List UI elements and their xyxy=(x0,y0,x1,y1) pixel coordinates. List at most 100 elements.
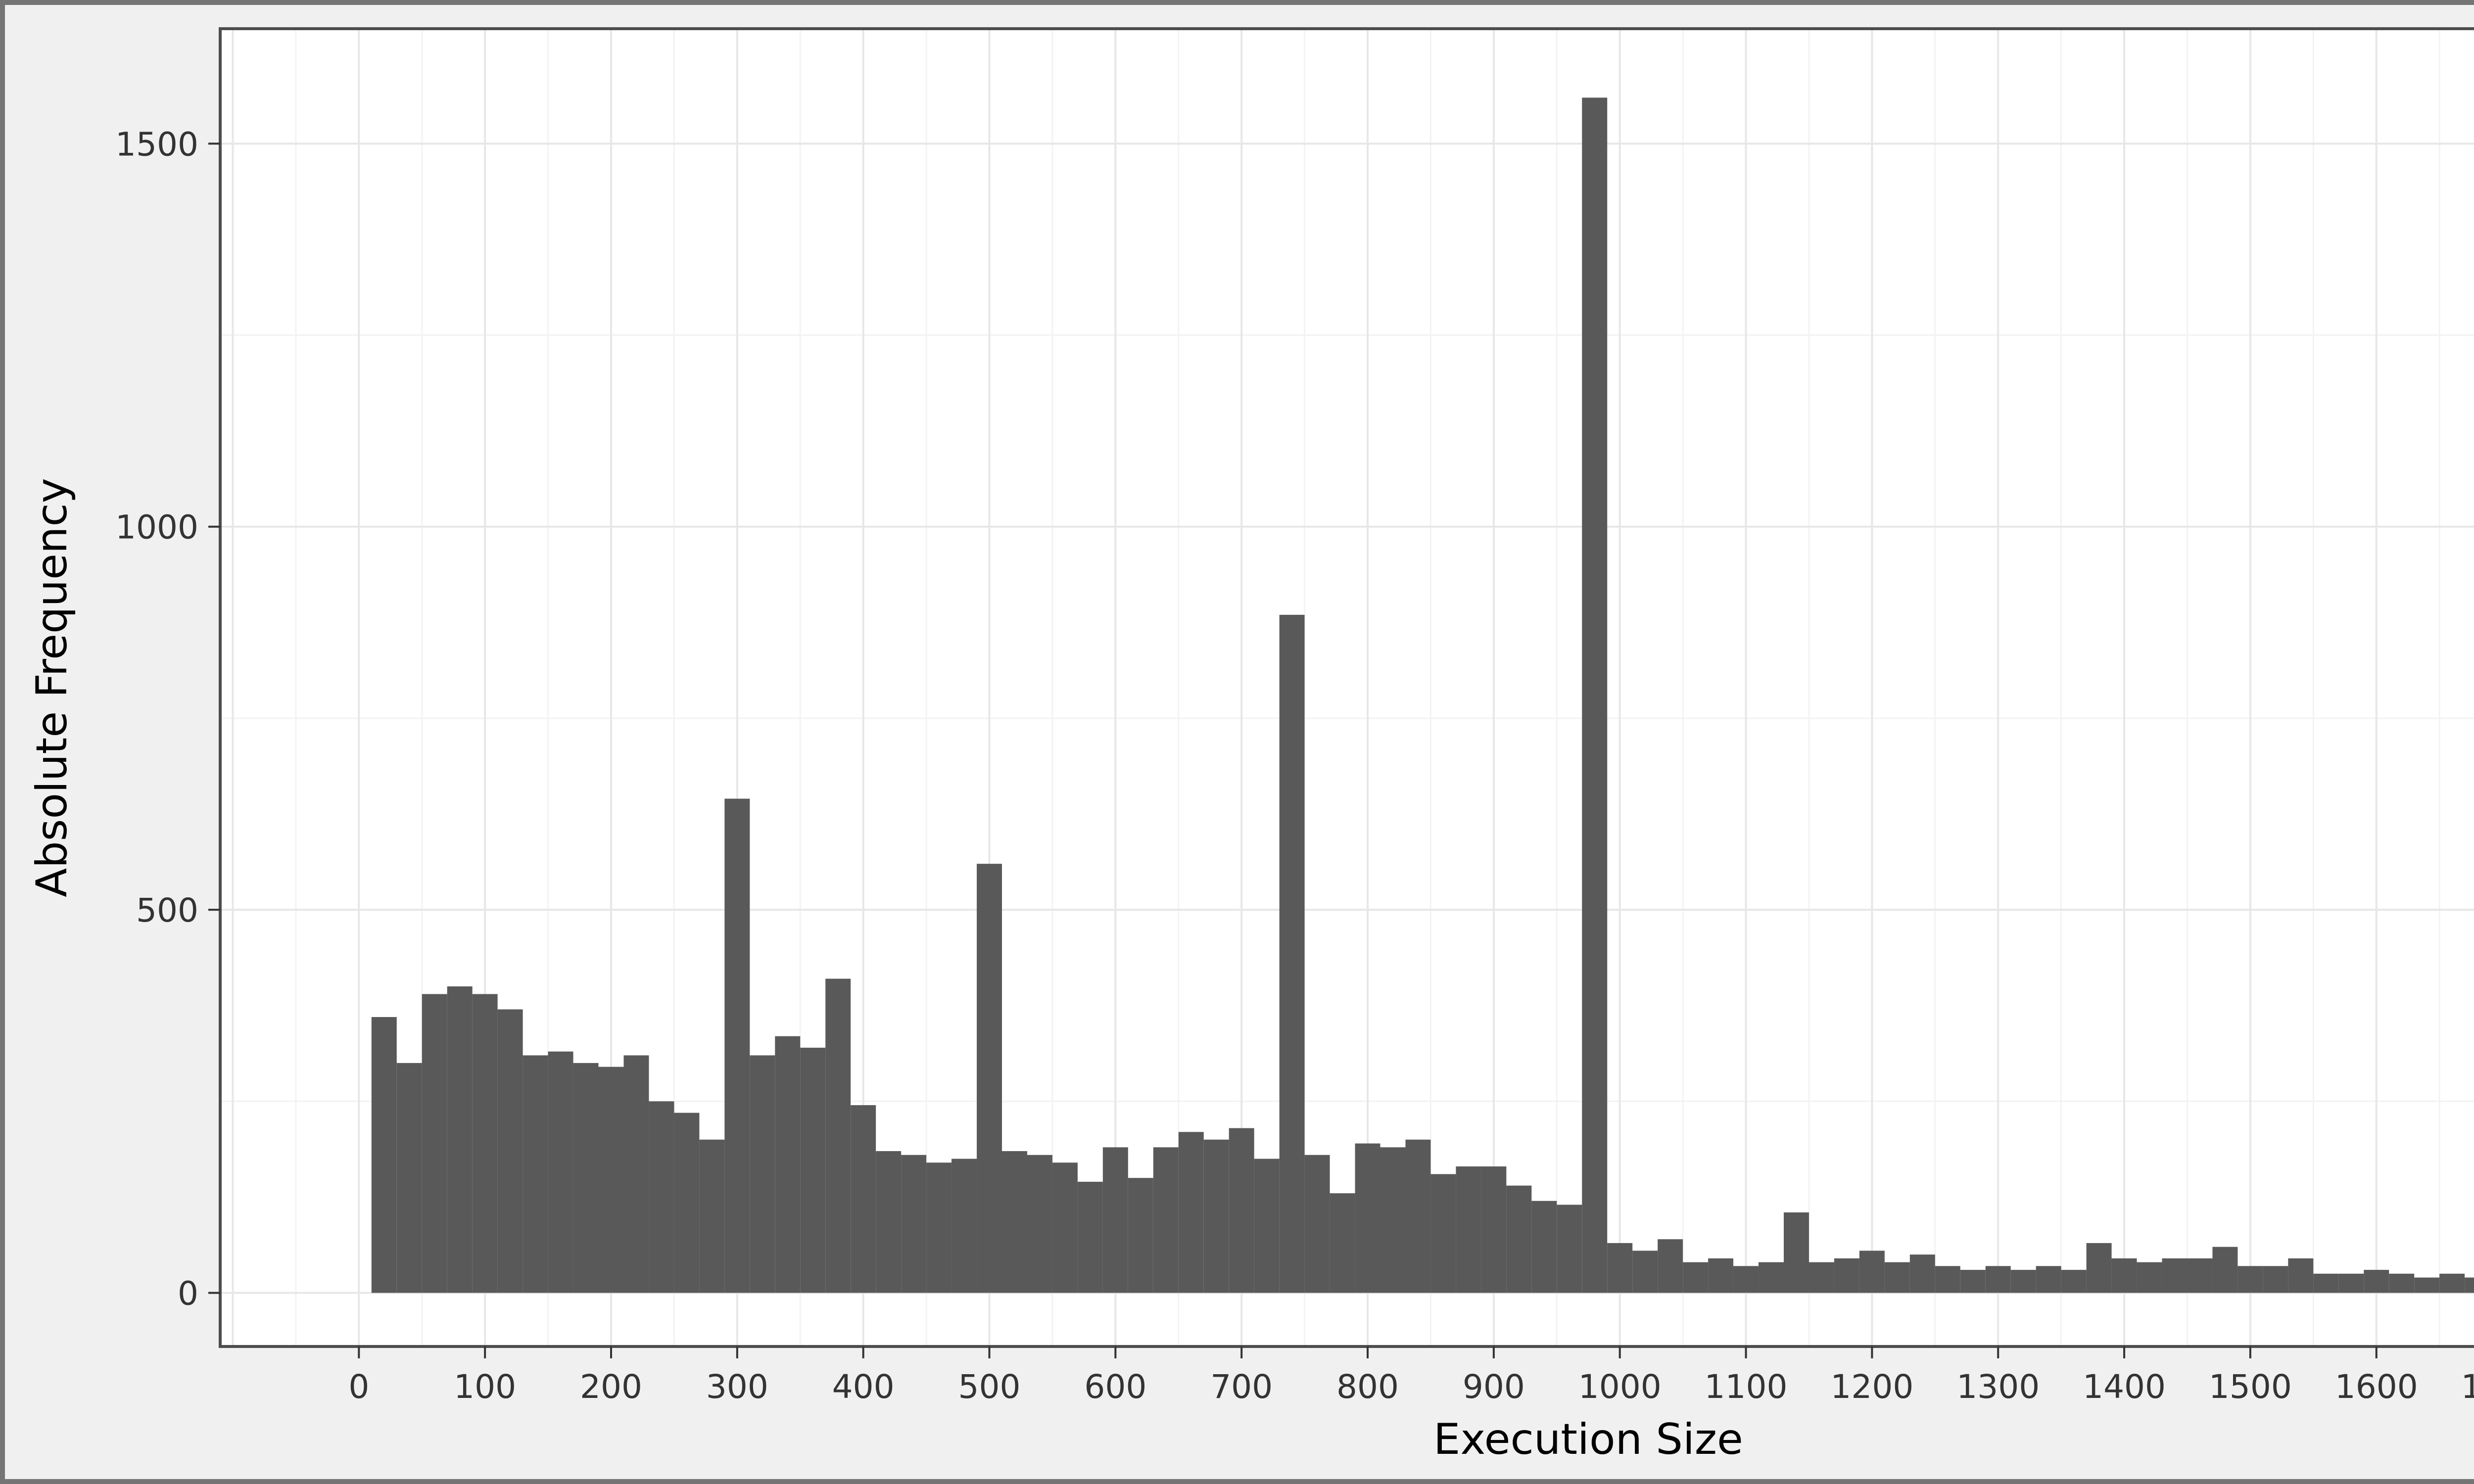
histogram-bar xyxy=(598,1067,624,1293)
histogram-bar xyxy=(1859,1251,1885,1293)
histogram-bar xyxy=(952,1159,977,1293)
x-tick-label: 1000 xyxy=(1578,1368,1662,1406)
x-tick-label: 500 xyxy=(958,1368,1021,1406)
histogram-bar xyxy=(1506,1185,1532,1293)
x-tick-label: 1300 xyxy=(1956,1368,2040,1406)
histogram-bar xyxy=(2414,1277,2440,1293)
histogram-bar xyxy=(977,864,1002,1293)
histogram-bar xyxy=(2263,1266,2288,1293)
histogram-bar xyxy=(2061,1270,2087,1293)
x-tick-label: 1500 xyxy=(2209,1368,2292,1406)
y-tick-label: 1500 xyxy=(115,125,198,163)
histogram-bar xyxy=(724,798,750,1293)
histogram-bar xyxy=(1985,1266,2011,1293)
histogram-bar xyxy=(1077,1182,1103,1293)
x-tick-label: 1700 xyxy=(2461,1368,2474,1406)
histogram-bar xyxy=(1380,1147,1406,1293)
histogram-bar xyxy=(775,1036,801,1293)
histogram-bar xyxy=(1733,1266,1759,1293)
histogram-bar xyxy=(1481,1166,1507,1293)
histogram-bar xyxy=(1759,1262,1784,1293)
histogram-bar xyxy=(1935,1266,1960,1293)
histogram-bar xyxy=(876,1151,902,1293)
x-tick-label: 800 xyxy=(1336,1368,1399,1406)
histogram-bar xyxy=(573,1063,599,1293)
histogram-bar xyxy=(699,1139,725,1293)
histogram-bar xyxy=(2313,1273,2339,1293)
histogram-bar xyxy=(1128,1178,1153,1293)
histogram-bar xyxy=(1658,1239,1683,1293)
x-tick-label: 300 xyxy=(706,1368,768,1406)
x-tick-label: 700 xyxy=(1210,1368,1273,1406)
histogram-bar xyxy=(2111,1258,2137,1293)
histogram-bar xyxy=(1808,1262,1834,1293)
histogram-bar xyxy=(1557,1205,1582,1293)
histogram-bar xyxy=(1456,1166,1481,1293)
y-axis-title: Absolute Frequency xyxy=(27,478,77,897)
histogram-bar xyxy=(1708,1258,1734,1293)
histogram-bar xyxy=(1683,1262,1709,1293)
histogram-bar xyxy=(1607,1243,1633,1293)
histogram-bar xyxy=(1153,1147,1179,1293)
histogram-bar xyxy=(523,1055,548,1293)
x-tick-label: 1600 xyxy=(2335,1368,2418,1406)
histogram-bar xyxy=(901,1155,927,1293)
histogram-bar xyxy=(447,986,473,1293)
histogram-bar xyxy=(1430,1174,1456,1293)
histogram-bar xyxy=(2187,1258,2213,1293)
histogram-bar xyxy=(1254,1159,1280,1293)
histogram-bar xyxy=(2338,1273,2364,1293)
histogram-bar xyxy=(1632,1251,1658,1293)
histogram-bar xyxy=(1178,1132,1204,1293)
histogram-bar xyxy=(1002,1151,1027,1293)
x-tick-label: 0 xyxy=(348,1368,369,1406)
histogram-bar xyxy=(1052,1162,1078,1293)
histogram-bar xyxy=(1027,1155,1052,1293)
histogram-bar xyxy=(750,1055,775,1293)
y-tick-label: 1000 xyxy=(115,509,198,547)
x-tick-label: 400 xyxy=(832,1368,895,1406)
histogram-bar xyxy=(1405,1139,1431,1293)
y-tick-label: 500 xyxy=(136,891,198,929)
histogram-bar xyxy=(2288,1258,2314,1293)
histogram-bar xyxy=(2010,1270,2036,1293)
histogram-bar xyxy=(1330,1193,1355,1293)
histogram-bar xyxy=(2237,1266,2263,1293)
histogram-bar xyxy=(623,1055,649,1293)
x-tick-label: 100 xyxy=(454,1368,516,1406)
histogram-bar xyxy=(649,1101,674,1293)
histogram-bar xyxy=(825,978,851,1293)
histogram-bar xyxy=(800,1047,826,1293)
histogram-bar xyxy=(472,994,498,1293)
x-tick-label: 600 xyxy=(1084,1368,1146,1406)
histogram-bar xyxy=(2439,1273,2465,1293)
histogram-bar xyxy=(2036,1266,2061,1293)
histogram-bar xyxy=(1834,1258,1859,1293)
histogram-bar xyxy=(2364,1270,2389,1293)
histogram-bar xyxy=(2212,1247,2238,1293)
histogram-bar xyxy=(1229,1128,1254,1293)
histogram-bar xyxy=(1355,1143,1380,1293)
histogram-bar xyxy=(396,1063,422,1293)
histogram-bar xyxy=(1531,1201,1557,1293)
histogram-bar xyxy=(371,1017,397,1293)
histogram-bar xyxy=(2137,1262,2162,1293)
histogram-bar xyxy=(1279,614,1305,1293)
histogram-bar xyxy=(548,1051,573,1293)
histogram-bar xyxy=(1582,97,1608,1293)
histogram-bar xyxy=(497,1009,523,1293)
histogram-bar xyxy=(674,1113,700,1293)
chart-canvas: 0 100 200 300 400 500 600 700 800 900 1000 1100 1200… xyxy=(115,27,2474,1406)
histogram-bar xyxy=(2465,1277,2474,1293)
x-axis-title: Execution Size xyxy=(1433,1415,1743,1464)
histogram-bar xyxy=(1909,1254,1935,1293)
histogram-bar xyxy=(2086,1243,2112,1293)
x-tick-label: 1200 xyxy=(1830,1368,1913,1406)
histogram-bar xyxy=(1102,1147,1128,1293)
x-tick-label: 1100 xyxy=(1705,1368,1788,1406)
histogram-bar xyxy=(422,994,447,1293)
histogram-bar xyxy=(2389,1273,2415,1293)
x-tick-label: 1400 xyxy=(2083,1368,2166,1406)
x-tick-label: 900 xyxy=(1463,1368,1525,1406)
